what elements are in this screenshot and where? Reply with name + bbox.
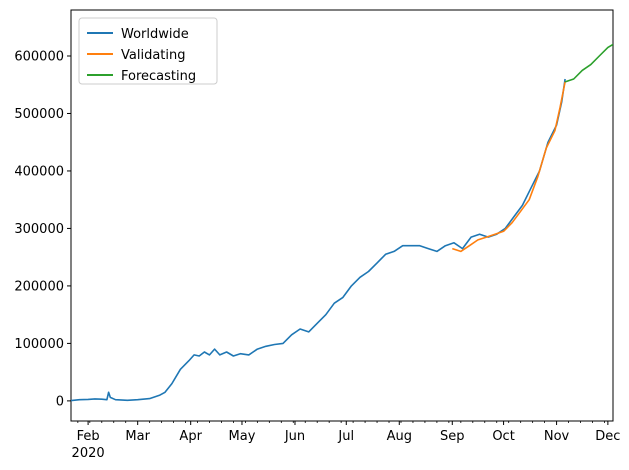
series-line-forecasting: [564, 43, 613, 83]
x-tick-label: Aug: [387, 429, 412, 444]
x-tick-label: Apr: [179, 429, 202, 444]
y-tick-label: 100000: [14, 337, 64, 352]
x-tick-label: Sep: [440, 429, 465, 444]
x-tick-label: Jul: [337, 429, 354, 444]
x-tick-label: Mar: [125, 429, 150, 444]
y-tick-label: 200000: [14, 279, 64, 294]
legend-box: [78, 17, 218, 85]
legend-label: Forecasting: [121, 69, 196, 84]
y-axis: 0 100000 200000 300000 400000 500000 600000: [14, 49, 71, 409]
x-tick-label: Nov: [544, 429, 570, 444]
y-tick-label: 0: [56, 394, 64, 409]
series-layer: [71, 43, 613, 402]
y-tick-label: 300000: [14, 222, 64, 237]
y-tick-label: 600000: [14, 49, 64, 64]
x-axis-year-label: 2020: [72, 446, 105, 461]
series-line-validating: [452, 81, 566, 253]
legend-label: Worldwide: [121, 27, 189, 42]
plot-frame: [70, 9, 614, 422]
x-tick-label: Oct: [492, 429, 514, 444]
x-tick-label: Dec: [595, 429, 620, 444]
x-tick-label: May: [229, 429, 256, 444]
legend: Worldwide Validating Forecasting: [78, 17, 218, 85]
x-axis: Feb Mar Apr May Jun Jul Aug Sep Oct Nov Dec: [77, 421, 620, 444]
y-tick-label: 500000: [14, 107, 64, 122]
series-line-worldwide: [71, 78, 566, 402]
x-tick-label: Feb: [77, 429, 100, 444]
legend-label: Validating: [121, 48, 186, 63]
plot-area: [70, 9, 614, 422]
y-tick-label: 400000: [14, 164, 64, 179]
x-tick-label: Jun: [284, 429, 305, 444]
